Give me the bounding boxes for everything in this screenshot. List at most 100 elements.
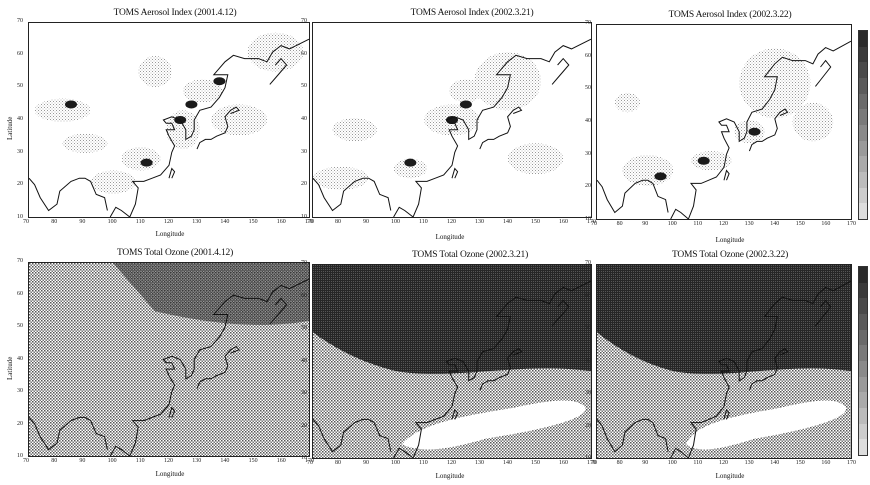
y-tick-label: 50: [585, 325, 591, 331]
coastline: [748, 347, 789, 391]
aerosol-patch: [121, 147, 161, 171]
coastline: [168, 406, 176, 418]
colorbar-step: [859, 109, 867, 125]
y-tick-label: 40: [585, 118, 591, 124]
y-tick-label: 20: [17, 420, 23, 427]
x-tick-label: 170: [305, 219, 314, 225]
coastline: [748, 108, 789, 152]
colorbar-step: [859, 124, 867, 141]
x-tick-label: 130: [475, 460, 484, 466]
x-tick-label: 110: [135, 458, 145, 464]
colorbar-step: [859, 187, 867, 204]
ozone-high-region: [313, 265, 591, 374]
coastline: [269, 297, 288, 325]
y-tick-label: 20: [585, 422, 591, 429]
coastline: [597, 418, 669, 453]
map-frame: [596, 264, 852, 459]
colorbar-step: [859, 329, 867, 346]
ozone-low-region: [686, 400, 847, 450]
coastline: [479, 347, 523, 391]
colorbar-step: [859, 423, 867, 440]
x-axis-label: Longitude: [435, 472, 465, 480]
aerosol-patch: [90, 170, 136, 194]
aerosol-patch: [247, 32, 304, 72]
x-tick-label: 170: [847, 460, 856, 466]
y-tick-label: 60: [585, 52, 591, 59]
aerosol-high-patch: [213, 77, 226, 86]
coastline: [196, 345, 240, 389]
coastline: [551, 57, 570, 85]
aerosol-patch: [622, 154, 674, 187]
x-tick-label: 100: [107, 458, 117, 464]
x-tick-label: 130: [192, 458, 202, 464]
x-tick-label: 90: [79, 458, 86, 464]
map-frame: [28, 262, 310, 457]
x-tick-label: 80: [335, 219, 341, 225]
panel-title: TOMS Aerosol Index (2002.3.22): [668, 10, 792, 20]
aerosol-high-patch: [446, 116, 458, 124]
x-tick-label: 90: [79, 219, 86, 225]
coastline: [109, 38, 309, 217]
y-tick-label: 70: [17, 18, 23, 24]
coastline: [313, 177, 392, 212]
coastline: [815, 59, 832, 87]
x-tick-label: 140: [770, 221, 780, 227]
colorbar-step: [859, 376, 867, 393]
x-tick-label: 80: [616, 460, 623, 466]
x-tick-label: 70: [307, 219, 313, 225]
y-tick-label: 30: [17, 388, 23, 394]
aerosol-patch: [313, 166, 369, 190]
colorbar-step: [859, 31, 867, 47]
colorbar-step: [859, 360, 867, 377]
y-tick-label: 70: [17, 258, 23, 264]
aerosol-patch: [474, 52, 541, 111]
x-tick-label: 130: [744, 221, 754, 227]
map-plot: [29, 263, 309, 456]
coastline: [815, 299, 832, 327]
aerosol-patch: [690, 151, 732, 171]
coastline: [168, 167, 176, 179]
panel-title: TOMS Aerosol Index (2002.3.21): [410, 8, 534, 18]
aerosol-high-patch: [748, 127, 761, 136]
x-tick-label: 120: [719, 460, 728, 466]
colorbar-step: [859, 439, 867, 455]
x-tick-label: 110: [135, 219, 145, 225]
coastline: [723, 408, 730, 420]
y-tick-label: 60: [301, 50, 307, 57]
x-tick-label: 160: [821, 460, 831, 466]
y-tick-label: 30: [301, 148, 307, 155]
x-tick-label: 110: [419, 219, 428, 225]
coastline: [269, 57, 288, 85]
aerosol-patch: [449, 79, 483, 103]
y-tick-label: 60: [17, 290, 23, 297]
coastline: [451, 167, 459, 179]
aerosol-patch: [614, 92, 641, 113]
colorbar-step: [859, 407, 867, 424]
x-tick-label: 160: [821, 221, 831, 227]
x-tick-label: 140: [503, 219, 512, 225]
aerosol-patch: [62, 133, 108, 153]
map-plot: [29, 32, 309, 217]
x-tick-label: 100: [107, 219, 117, 225]
x-tick-label: 140: [220, 458, 230, 464]
colorbar-ozone: [858, 266, 868, 456]
y-tick-label: 10: [585, 216, 591, 222]
x-tick-label: 170: [587, 460, 596, 466]
map-frame: [596, 24, 852, 220]
y-tick-label: 20: [17, 181, 23, 188]
ozone-high-region: [597, 265, 851, 374]
y-tick-label: 10: [585, 455, 591, 461]
x-tick-label: 150: [795, 460, 805, 466]
y-tick-label: 50: [585, 85, 591, 92]
x-tick-label: 140: [220, 219, 230, 225]
x-tick-label: 90: [363, 219, 369, 225]
map-frame: [28, 22, 310, 218]
y-tick-label: 40: [301, 116, 307, 122]
y-tick-label: 40: [17, 116, 23, 122]
x-axis-label: Longitude: [155, 230, 185, 238]
coastline: [29, 416, 108, 451]
coastline: [551, 299, 570, 327]
x-tick-label: 170: [587, 219, 596, 225]
colorbar-step: [859, 392, 867, 408]
panel-title: TOMS Aerosol Index (2001.4.12): [113, 8, 237, 18]
